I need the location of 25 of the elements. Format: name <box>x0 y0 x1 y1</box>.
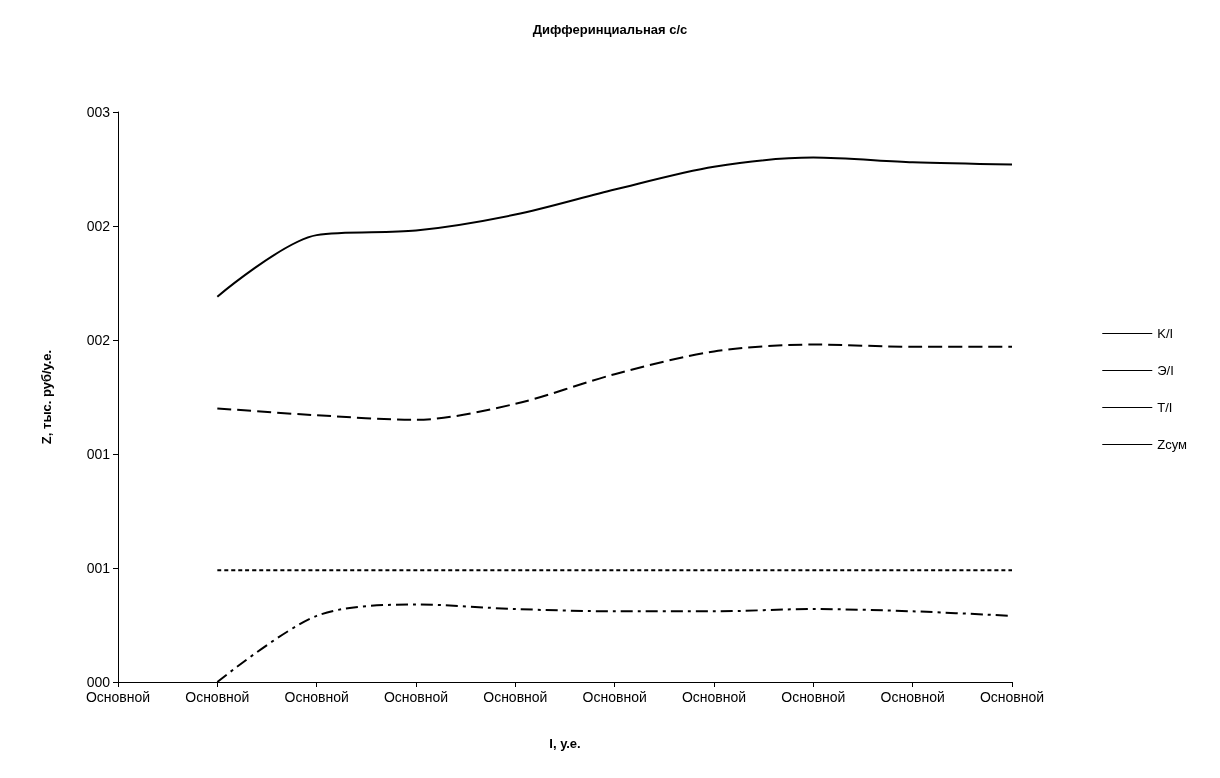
legend-label: Э/I <box>1157 363 1174 378</box>
legend-label: K/I <box>1157 326 1174 341</box>
line-series <box>216 156 1013 298</box>
y-tick-label: 000 <box>86 674 111 690</box>
y-tick-label: 001 <box>86 560 111 576</box>
x-tick-label: Основной <box>185 689 250 705</box>
x-tick-label: Основной <box>880 689 945 705</box>
y-axis-title: Z, тыс. руб/у.е. <box>39 349 54 445</box>
x-tick-label: Основной <box>681 689 747 705</box>
chart-title: Дифферинциальная с/с <box>532 22 688 37</box>
line-series <box>216 343 1013 421</box>
x-tick-label: Основной <box>979 689 1045 705</box>
y-tick-label: 003 <box>86 104 111 120</box>
x-axis-title: I, у.е. <box>549 736 581 751</box>
y-tick-label: 002 <box>86 332 111 348</box>
x-tick-label: Основной <box>781 689 846 705</box>
x-tick-label: Основной <box>85 689 151 705</box>
x-tick-label: Основной <box>582 689 647 705</box>
legend-label: Zсум <box>1157 437 1188 452</box>
x-tick-label: Основной <box>483 689 548 705</box>
x-tick-label: Основной <box>383 689 449 705</box>
y-tick-label: 001 <box>86 446 111 462</box>
x-tick-label: Основной <box>284 689 349 705</box>
legend-label: T/I <box>1157 400 1173 415</box>
y-tick-label: 002 <box>86 218 111 234</box>
